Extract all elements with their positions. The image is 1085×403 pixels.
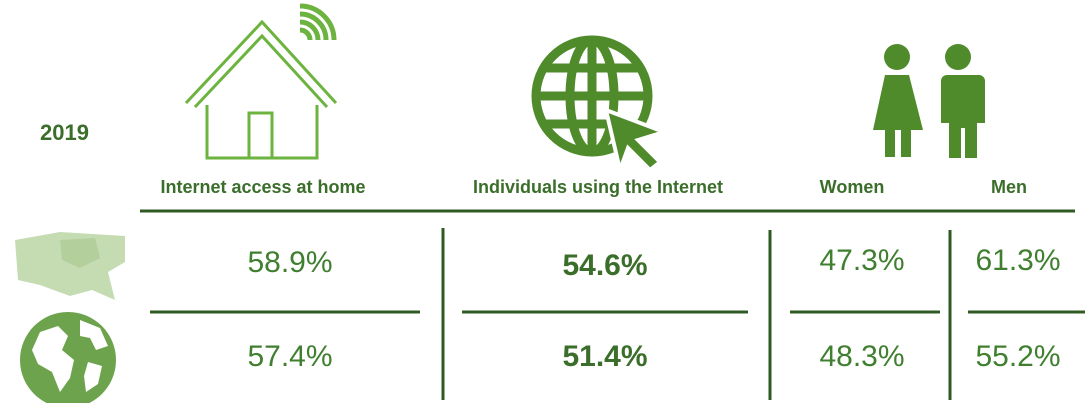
cell: 55.2% [975, 340, 1060, 373]
house-icon [184, 3, 338, 160]
cell: 48.3% [819, 340, 904, 373]
people-icon [873, 44, 985, 158]
world-globe-icon [20, 312, 116, 403]
table-lines [140, 209, 1085, 400]
globe-icon [531, 35, 671, 178]
column-header: Internet access at home [160, 177, 365, 197]
column-header: Women [820, 177, 885, 197]
cell: 47.3% [819, 244, 904, 277]
cell: 54.6% [562, 249, 647, 282]
cell: 58.9% [247, 246, 332, 279]
column-header: Men [991, 177, 1027, 197]
year-label: 2019 [40, 120, 89, 145]
region-map-icon [15, 232, 125, 300]
cell: 51.4% [562, 340, 647, 373]
cell: 57.4% [247, 340, 332, 373]
column-header: Individuals using the Internet [473, 177, 723, 197]
cell: 61.3% [975, 244, 1060, 277]
